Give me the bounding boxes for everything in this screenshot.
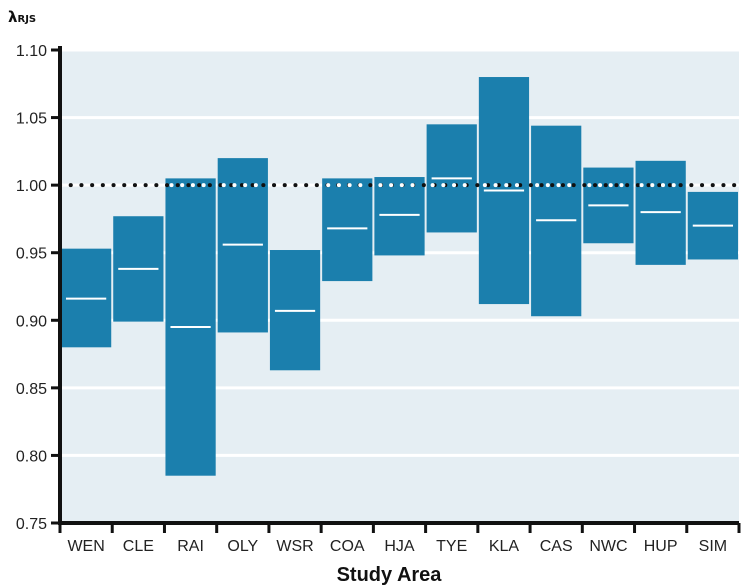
- x-tick-label-hup: HUP: [644, 538, 678, 555]
- x-tick-label-wen: WEN: [67, 538, 104, 555]
- y-tick-label: 0.75: [16, 516, 47, 533]
- x-tick-label-nwc: NWC: [589, 538, 627, 555]
- x-tick-label-rai: RAI: [177, 538, 204, 555]
- x-tick-label-sim: SIM: [699, 538, 727, 555]
- y-tick-label: 1.05: [16, 111, 47, 128]
- x-tick-label-kla: KLA: [489, 538, 520, 555]
- x-tick-label-hja: HJA: [384, 538, 415, 555]
- range-bar-coa: [322, 178, 372, 281]
- y-tick-label: 0.85: [16, 381, 47, 398]
- x-tick-label-wsr: WSR: [276, 538, 313, 555]
- y-tick-label: 0.95: [16, 246, 47, 263]
- x-tick-label-cas: CAS: [540, 538, 573, 555]
- x-tick-label-coa: COA: [330, 538, 365, 555]
- y-tick-label: 1.00: [16, 178, 47, 195]
- y-axis-title: λRJS: [8, 8, 36, 26]
- x-axis-title: Study Area: [337, 564, 443, 586]
- x-tick-label-oly: OLY: [227, 538, 258, 555]
- y-tick-label: 0.80: [16, 448, 47, 465]
- x-tick-label-tye: TYE: [436, 538, 467, 555]
- x-tick-label-cle: CLE: [123, 538, 154, 555]
- y-tick-label: 0.90: [16, 313, 47, 330]
- range-bar-hja: [374, 177, 424, 255]
- y-tick-label: 1.10: [16, 43, 47, 60]
